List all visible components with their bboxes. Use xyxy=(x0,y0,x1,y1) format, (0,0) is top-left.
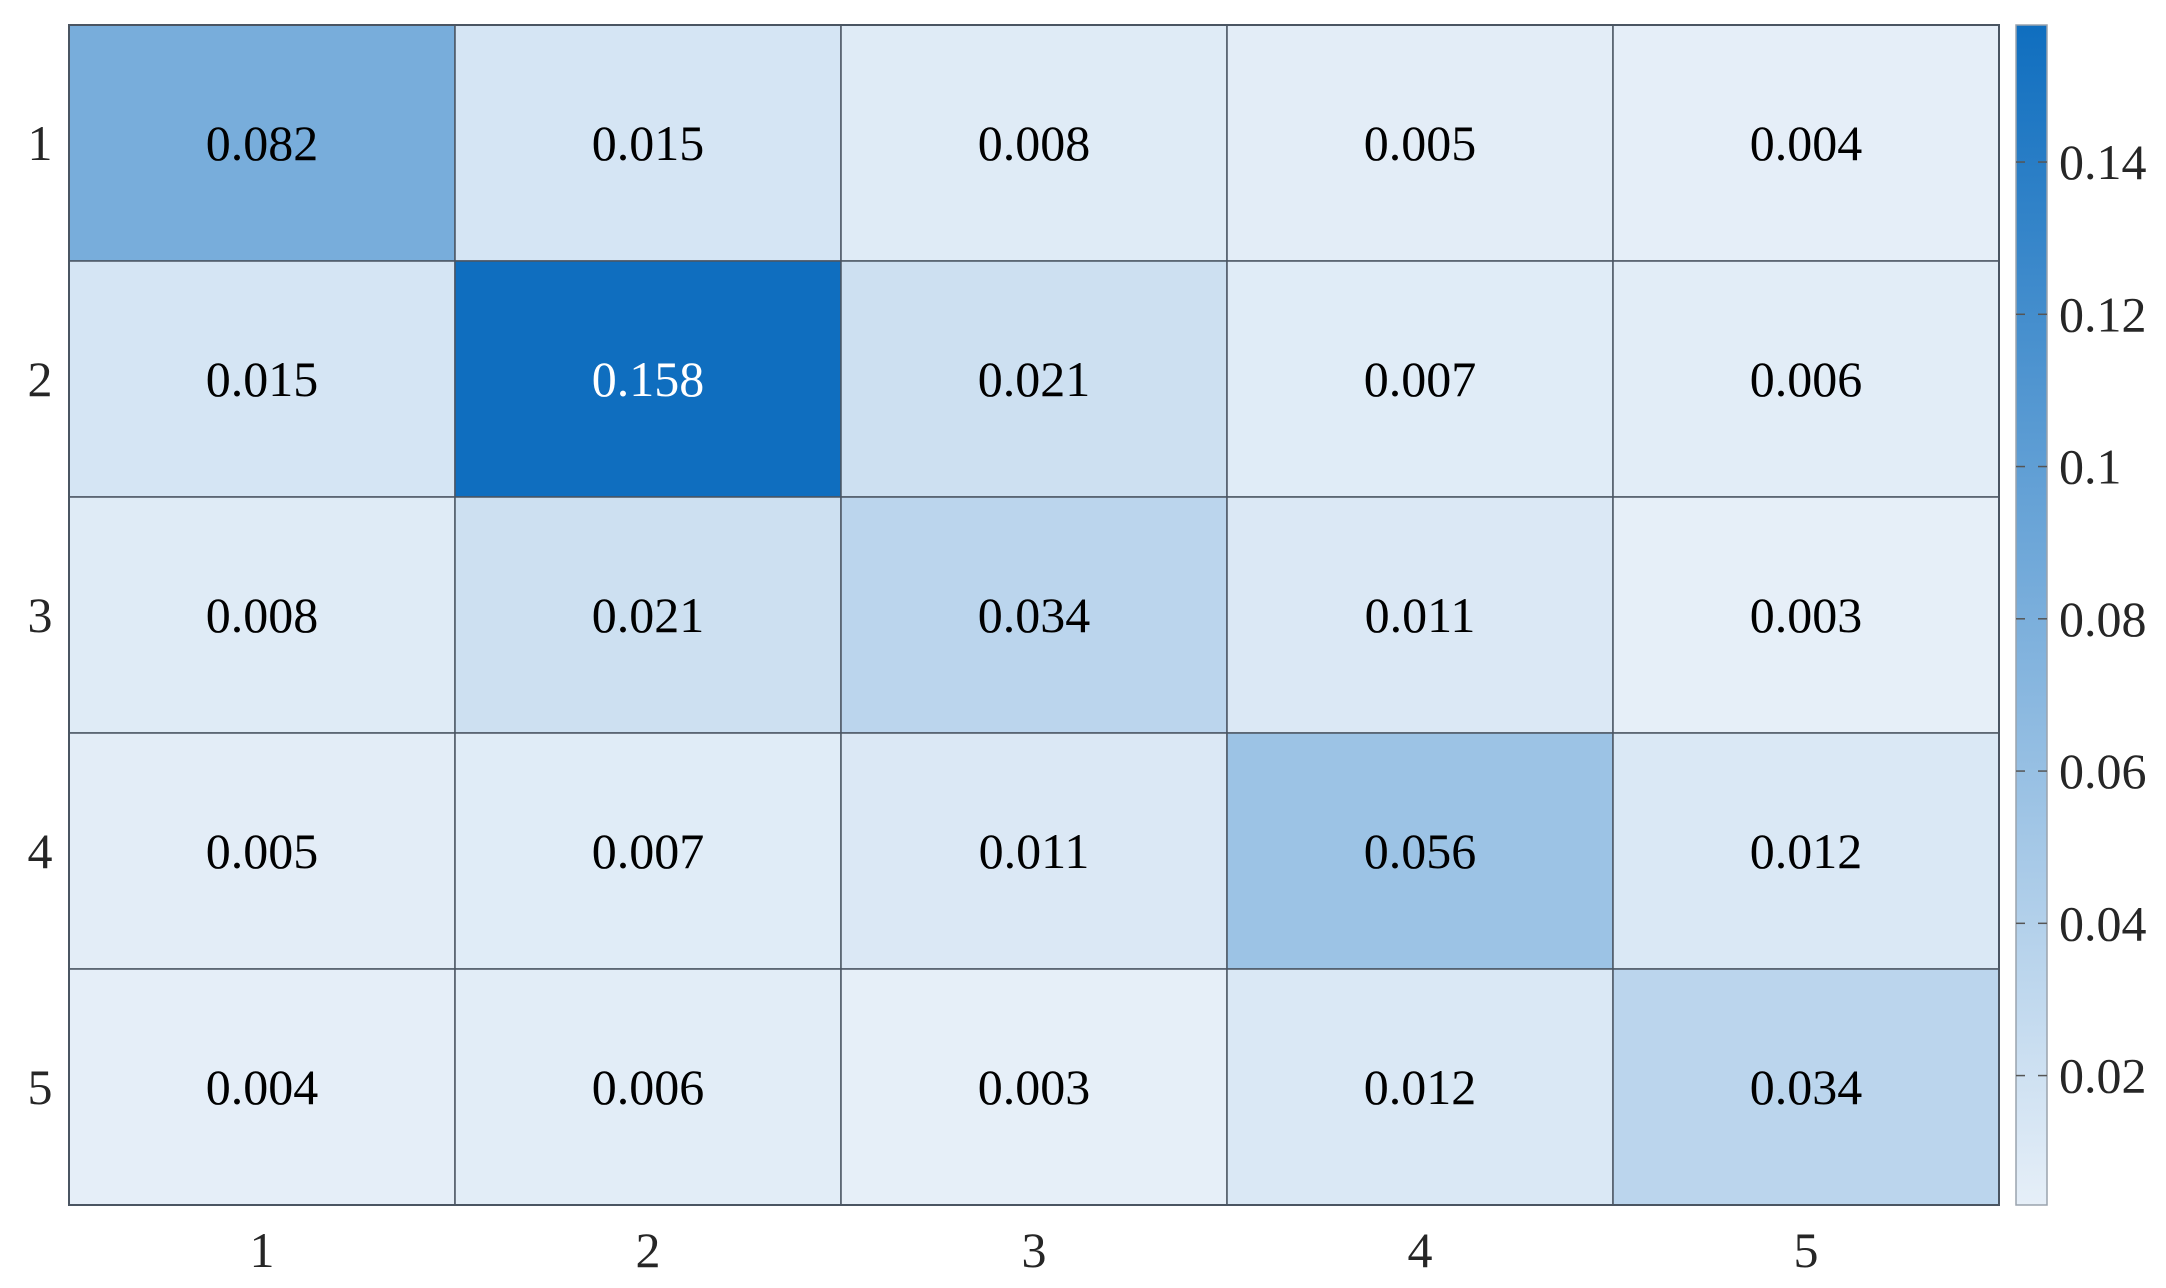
colorbar: 0.02 0.04 0.06 0.08 0.1 0.12 0.14 xyxy=(2015,24,2147,1206)
heatmap-cell xyxy=(1612,24,2000,262)
y-tick-label: 5 xyxy=(28,1059,53,1115)
heatmap-cell xyxy=(840,496,1228,734)
heatmap-cell-label: 0.005 xyxy=(206,823,319,879)
heatmap-cell-label: 0.082 xyxy=(206,115,319,171)
heatmap-cell xyxy=(1226,496,1614,734)
colorbar-tick-label: 0.14 xyxy=(2059,134,2147,190)
colorbar-tick-label: 0.06 xyxy=(2059,743,2147,799)
x-tick-label: 2 xyxy=(636,1222,661,1278)
heatmap-cell xyxy=(1612,260,2000,498)
y-tick-label: 4 xyxy=(28,823,53,879)
heatmap-cells xyxy=(68,24,2000,1206)
heatmap-cell-label: 0.158 xyxy=(592,351,705,407)
colorbar-tick-label: 0.12 xyxy=(2059,286,2147,342)
heatmap-cell-label: 0.011 xyxy=(1365,587,1476,643)
heatmap-cell xyxy=(840,260,1228,498)
x-tick-label: 1 xyxy=(250,1222,275,1278)
x-tick-label: 4 xyxy=(1408,1222,1433,1278)
heatmap-cell-label: 0.004 xyxy=(1750,115,1863,171)
heatmap-cell-label: 0.021 xyxy=(592,587,705,643)
y-tick-label: 2 xyxy=(28,351,53,407)
heatmap-cell-label: 0.007 xyxy=(1364,351,1477,407)
heatmap-cell-label: 0.007 xyxy=(592,823,705,879)
heatmap-cell xyxy=(1612,968,2000,1206)
heatmap-cell-label: 0.008 xyxy=(206,587,319,643)
y-tick-label: 3 xyxy=(28,587,53,643)
heatmap-cell xyxy=(454,24,842,262)
heatmap-cell xyxy=(1226,24,1614,262)
heatmap-cell-label: 0.005 xyxy=(1364,115,1477,171)
heatmap-cell-label: 0.034 xyxy=(1750,1059,1863,1115)
colorbar-tick-label: 0.04 xyxy=(2059,895,2147,951)
heatmap-cell-label: 0.011 xyxy=(979,823,1090,879)
colorbar-gradient xyxy=(2015,24,2048,1206)
colorbar-tick-label: 0.02 xyxy=(2059,1048,2147,1104)
heatmap-cell xyxy=(68,24,456,262)
heatmap-cell xyxy=(68,260,456,498)
heatmap-cell xyxy=(840,968,1228,1206)
y-axis-ticks: 1 2 3 4 5 xyxy=(28,115,53,1115)
heatmap-cell-labels: 0.082 0.015 0.008 0.005 0.004 0.015 0.158 0.021… xyxy=(206,115,1863,1115)
x-tick-label: 3 xyxy=(1022,1222,1047,1278)
heatmap-cell-label: 0.006 xyxy=(1750,351,1863,407)
heatmap-cell-label: 0.003 xyxy=(1750,587,1863,643)
heatmap-cell xyxy=(454,260,842,498)
heatmap-cell-label: 0.015 xyxy=(206,351,319,407)
heatmap-cell xyxy=(454,968,842,1206)
heatmap-cell-label: 0.034 xyxy=(978,587,1091,643)
y-tick-label: 1 xyxy=(28,115,53,171)
heatmap-cell xyxy=(454,732,842,970)
plot-frame xyxy=(68,24,2000,1206)
heatmap-cell-label: 0.021 xyxy=(978,351,1091,407)
x-tick-label: 5 xyxy=(1794,1222,1819,1278)
heatmap-cell xyxy=(454,496,842,734)
heatmap-cell xyxy=(1612,496,2000,734)
heatmap-cell xyxy=(840,732,1228,970)
heatmap-cell xyxy=(1612,732,2000,970)
colorbar-tick-label: 0.08 xyxy=(2059,591,2147,647)
colorbar-tick-label: 0.1 xyxy=(2059,439,2122,495)
heatmap-cell-label: 0.008 xyxy=(978,115,1091,171)
heatmap-cell-label: 0.012 xyxy=(1364,1059,1477,1115)
heatmap-cell-label: 0.015 xyxy=(592,115,705,171)
x-axis-ticks: 1 2 3 4 5 xyxy=(250,1222,1819,1278)
heatmap-cell-label: 0.004 xyxy=(206,1059,319,1115)
heatmap-cell xyxy=(68,968,456,1206)
heatmap-cell-label: 0.056 xyxy=(1364,823,1477,879)
heatmap-cell-label: 0.006 xyxy=(592,1059,705,1115)
heatmap-cell-label: 0.012 xyxy=(1750,823,1863,879)
heatmap-cell-label: 0.003 xyxy=(978,1059,1091,1115)
heatmap-cell xyxy=(1226,732,1614,970)
